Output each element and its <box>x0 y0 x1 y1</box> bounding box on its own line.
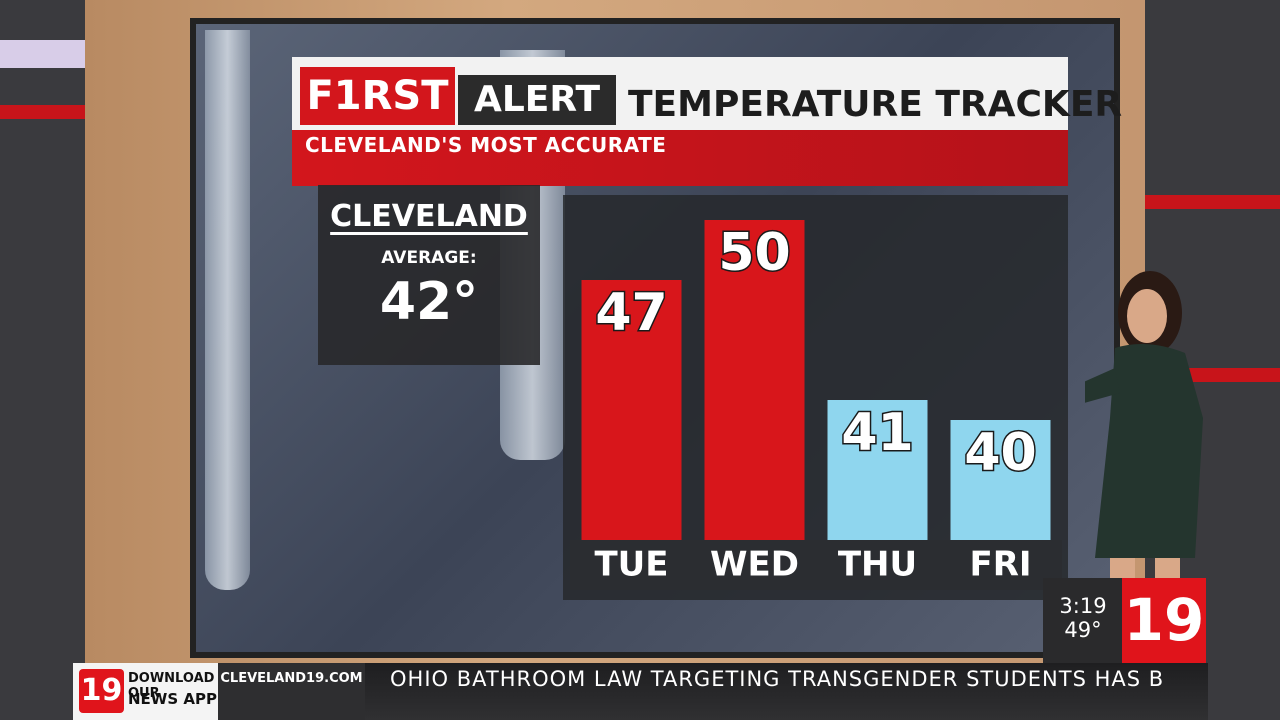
value-label: 41 <box>841 403 913 463</box>
chart-title: TEMPERATURE TRACKER <box>628 84 1123 125</box>
bar <box>704 220 805 540</box>
value-label: 50 <box>718 223 790 283</box>
bar <box>581 280 682 540</box>
average-label: AVERAGE: <box>381 248 477 268</box>
brand-first: F1RST <box>300 67 455 125</box>
average-box: CLEVELAND AVERAGE: 42° <box>318 185 540 365</box>
bar <box>827 400 928 540</box>
app-box: 19 DOWNLOAD OUR NEWS APP <box>73 663 218 720</box>
average-value: 42° <box>379 272 479 332</box>
app-line: NEWS APP <box>128 690 217 708</box>
value-label: 47 <box>595 283 667 343</box>
bar <box>950 420 1051 540</box>
header-red-band <box>292 130 1068 186</box>
clock-time: 3:19 <box>1059 594 1107 618</box>
label-strip <box>816 540 939 590</box>
value-label: 40 <box>964 423 1036 483</box>
station-logo: 19 <box>1122 578 1206 663</box>
studio-stripe <box>1140 195 1280 209</box>
studio-stripe <box>0 105 85 119</box>
category-label: FRI <box>969 545 1031 585</box>
clock-temperature: 49° <box>1064 618 1102 642</box>
category-label: THU <box>838 545 917 585</box>
studio-light <box>0 40 85 68</box>
website: CLEVELAND19.COM <box>218 663 365 720</box>
app-logo: 19 <box>79 669 124 713</box>
label-strip <box>570 540 693 590</box>
clock-box: 3:19 49° <box>1043 578 1123 663</box>
icicle <box>205 30 250 590</box>
category-label: TUE <box>594 545 668 585</box>
ticker-headline: OHIO BATHROOM LAW TARGETING TRANSGENDER … <box>365 663 1208 720</box>
subtitle: CLEVELAND'S MOST ACCURATE <box>305 133 667 157</box>
brand-alert: ALERT <box>458 75 616 125</box>
label-strip <box>693 540 816 590</box>
app-line: DOWNLOAD OUR <box>128 671 215 701</box>
category-label: WED <box>710 545 799 585</box>
city: CLEVELAND <box>330 199 528 234</box>
label-strip <box>939 540 1062 590</box>
